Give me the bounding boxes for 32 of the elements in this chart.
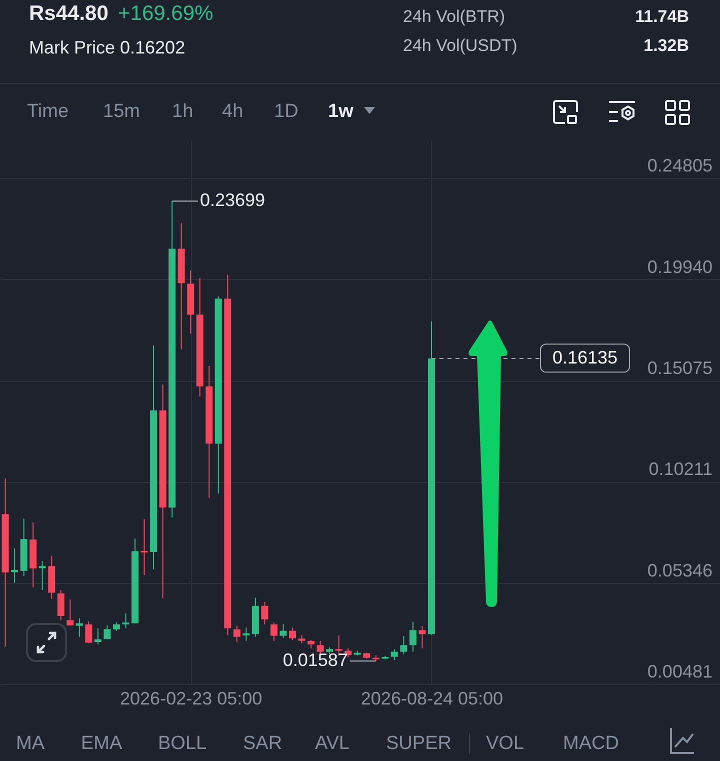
y-tick-label: 0.05346: [647, 560, 712, 580]
ref-line-label: 0.16135: [540, 344, 630, 373]
text: Rs44.80: [29, 2, 108, 26]
text: MA: [16, 733, 44, 755]
text: VOL: [486, 733, 524, 755]
text: 1.32B: [644, 36, 689, 56]
text: 24h Vol(BTR): [403, 7, 506, 27]
text: MACD: [563, 733, 619, 755]
text: 15m: [103, 101, 140, 123]
text: SUPER: [386, 733, 452, 755]
annotation: 0.23699: [200, 190, 266, 210]
text: 1D: [274, 101, 298, 123]
text: Time: [27, 101, 69, 123]
text: +169.69%: [118, 2, 214, 26]
x-tick-label: 2026-02-23 05:00: [120, 688, 262, 708]
text: 1h: [172, 101, 194, 123]
y-tick-label: 0.15075: [647, 358, 712, 378]
text: 24h Vol(USDT): [403, 36, 518, 56]
y-tick-label: 0.24805: [647, 156, 712, 176]
y-tick-label: 0.19940: [647, 256, 712, 277]
y-tick-label: 0.00481: [647, 662, 712, 682]
text: Mark Price 0.16202: [29, 38, 186, 58]
text: 1w: [328, 101, 354, 123]
annotation: 0.01587: [282, 650, 348, 670]
text: 4h: [222, 101, 244, 123]
text: AVL: [315, 733, 350, 755]
y-tick-label: 0.10211: [648, 459, 712, 480]
text: SAR: [243, 733, 282, 755]
x-tick-label: 2026-08-24 05:00: [360, 688, 504, 708]
text: EMA: [81, 733, 122, 755]
text: BOLL: [158, 733, 207, 755]
text: 11.74B: [635, 7, 689, 27]
